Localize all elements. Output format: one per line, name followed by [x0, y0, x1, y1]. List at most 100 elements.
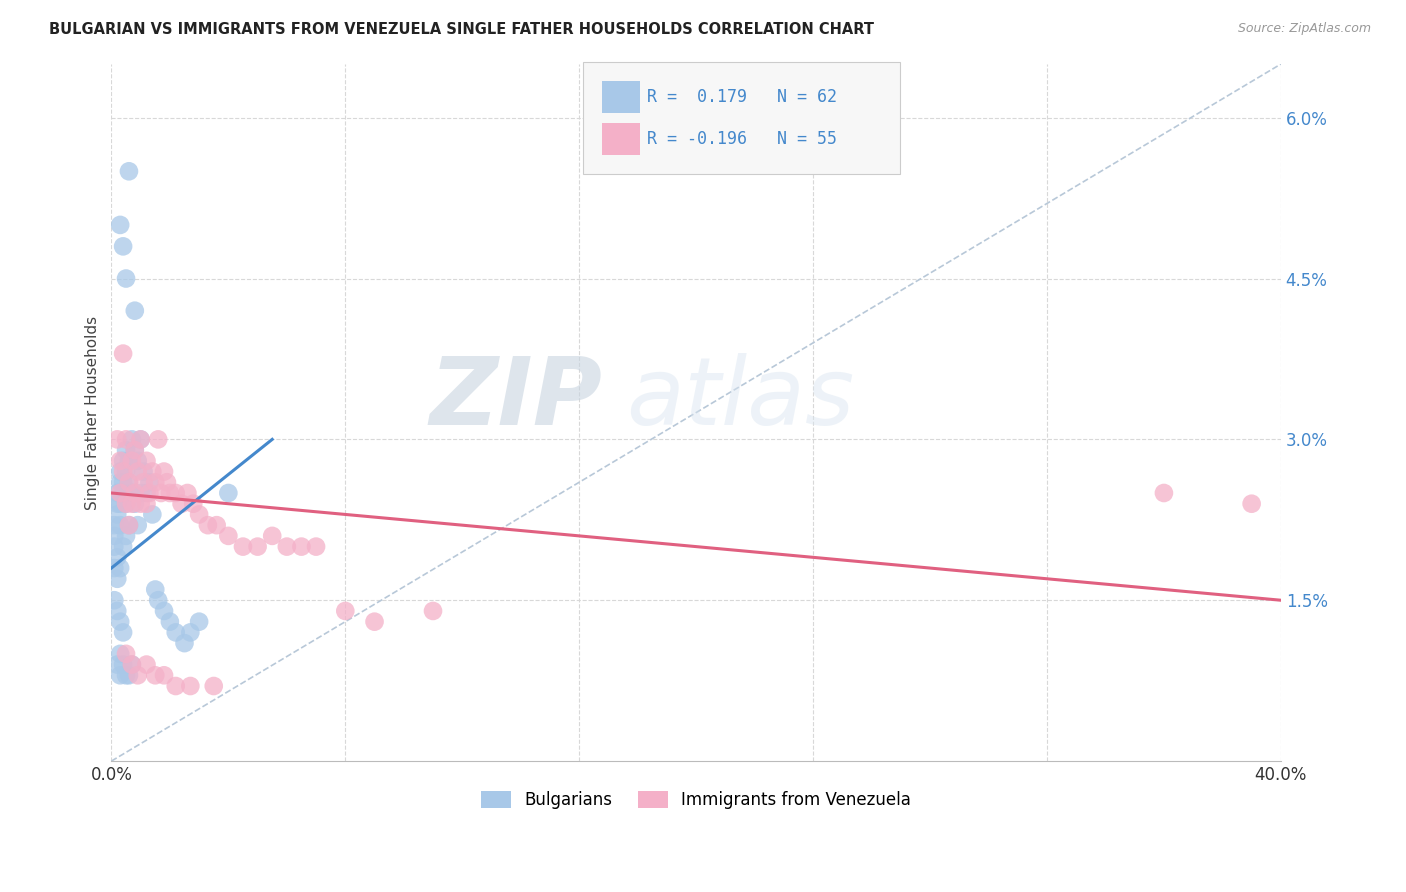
Point: [1153, 486, 1175, 500]
Point: [181, 497, 204, 511]
Point: [112, 454, 135, 468]
Point: [246, 540, 269, 554]
Point: [141, 465, 163, 479]
Point: [115, 647, 138, 661]
Point: [108, 668, 131, 682]
Point: [124, 443, 146, 458]
Point: [129, 433, 152, 447]
Point: [108, 647, 131, 661]
Point: [129, 497, 152, 511]
Point: [232, 540, 254, 554]
Point: [103, 529, 125, 543]
Point: [105, 433, 128, 447]
Point: [124, 497, 146, 511]
Point: [108, 475, 131, 490]
Point: [115, 668, 138, 682]
Point: [124, 443, 146, 458]
Point: [129, 433, 152, 447]
Point: [118, 668, 141, 682]
Point: [141, 508, 163, 522]
Point: [148, 593, 170, 607]
Point: [115, 443, 138, 458]
Point: [105, 604, 128, 618]
Point: [205, 518, 228, 533]
Legend: Bulgarians, Immigrants from Venezuela: Bulgarians, Immigrants from Venezuela: [475, 784, 918, 815]
Point: [108, 518, 131, 533]
Point: [422, 604, 444, 618]
Point: [108, 497, 131, 511]
Point: [156, 475, 179, 490]
Point: [105, 497, 128, 511]
Point: [105, 657, 128, 672]
Point: [135, 657, 157, 672]
Point: [115, 529, 138, 543]
Point: [112, 465, 135, 479]
Point: [276, 540, 298, 554]
Point: [127, 454, 149, 468]
Point: [121, 486, 143, 500]
Point: [262, 529, 284, 543]
Point: [129, 486, 152, 500]
Point: [105, 486, 128, 500]
Point: [115, 433, 138, 447]
Text: ZIP: ZIP: [430, 352, 603, 444]
Point: [121, 454, 143, 468]
Point: [148, 433, 170, 447]
Point: [115, 497, 138, 511]
Point: [121, 433, 143, 447]
Point: [108, 561, 131, 575]
Point: [118, 475, 141, 490]
Y-axis label: Single Father Households: Single Father Households: [86, 316, 100, 509]
Text: Source: ZipAtlas.com: Source: ZipAtlas.com: [1237, 22, 1371, 36]
Point: [103, 593, 125, 607]
Point: [108, 218, 131, 232]
Point: [135, 497, 157, 511]
Point: [112, 475, 135, 490]
Point: [217, 486, 239, 500]
Point: [188, 615, 211, 629]
Point: [112, 625, 135, 640]
Point: [159, 615, 181, 629]
Point: [132, 465, 155, 479]
Point: [179, 625, 201, 640]
Point: [121, 657, 143, 672]
Point: [165, 486, 187, 500]
Point: [363, 615, 385, 629]
Point: [121, 657, 143, 672]
Text: R =  0.179   N = 62: R = 0.179 N = 62: [647, 88, 837, 106]
Point: [165, 625, 187, 640]
Point: [170, 497, 193, 511]
Point: [217, 529, 239, 543]
Point: [176, 486, 198, 500]
Point: [159, 486, 181, 500]
Point: [112, 540, 135, 554]
Point: [153, 465, 176, 479]
Point: [118, 475, 141, 490]
Point: [124, 486, 146, 500]
Point: [179, 679, 201, 693]
Point: [118, 454, 141, 468]
Point: [132, 475, 155, 490]
Point: [118, 518, 141, 533]
Point: [202, 679, 225, 693]
Point: [143, 582, 166, 597]
Point: [1240, 497, 1263, 511]
Point: [112, 657, 135, 672]
Point: [105, 550, 128, 565]
Point: [143, 475, 166, 490]
Point: [197, 518, 219, 533]
Point: [153, 668, 176, 682]
Point: [108, 615, 131, 629]
Point: [127, 465, 149, 479]
Point: [105, 572, 128, 586]
Point: [108, 486, 131, 500]
Point: [108, 454, 131, 468]
Point: [127, 518, 149, 533]
Point: [135, 454, 157, 468]
Point: [103, 540, 125, 554]
Point: [118, 164, 141, 178]
Point: [121, 497, 143, 511]
Point: [290, 540, 312, 554]
Point: [173, 636, 195, 650]
Point: [165, 679, 187, 693]
